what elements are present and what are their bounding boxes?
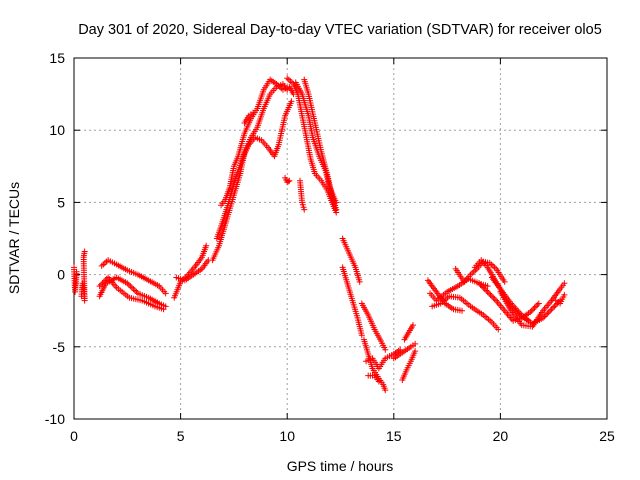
y-tick-label: 10 — [49, 122, 65, 138]
data-point — [469, 270, 476, 277]
data-point — [98, 281, 105, 288]
data-point — [160, 306, 167, 313]
data-point — [487, 291, 494, 298]
data-point — [527, 309, 534, 316]
axis-ticks — [73, 57, 608, 420]
data-point — [128, 284, 135, 291]
data-point — [99, 280, 106, 287]
x-tick-label: 15 — [386, 428, 402, 444]
data-point — [545, 309, 552, 316]
x-tick-label: 10 — [279, 428, 295, 444]
data-point — [531, 304, 538, 311]
y-tick-label: 5 — [57, 194, 65, 210]
data-point — [491, 296, 498, 303]
x-tick-label: 25 — [599, 428, 615, 444]
data-point — [102, 277, 109, 284]
data-point — [81, 248, 88, 255]
data-point — [486, 290, 493, 297]
data-point — [490, 294, 497, 301]
data-point — [501, 278, 508, 285]
x-tick-label: 20 — [493, 428, 509, 444]
data-point — [375, 378, 382, 385]
x-tick-labels: 0 5 10 15 20 25 — [70, 428, 615, 444]
data-point — [250, 109, 257, 116]
x-tick-label: 5 — [177, 428, 185, 444]
data-point — [532, 303, 539, 310]
data-point — [561, 280, 568, 287]
data-point — [472, 267, 479, 274]
data-point — [561, 291, 568, 298]
data-point — [203, 242, 210, 249]
data-point — [285, 178, 292, 185]
data-point — [476, 280, 483, 287]
data-point — [542, 312, 549, 319]
data-point — [288, 98, 295, 105]
y-tick-label: -10 — [45, 411, 65, 427]
data-point — [544, 310, 551, 317]
data-point — [459, 307, 466, 314]
data-point — [382, 346, 389, 353]
data-point — [484, 288, 491, 295]
data-point — [528, 307, 535, 314]
data-point — [484, 283, 491, 290]
x-tick-label: 0 — [70, 428, 78, 444]
data-point — [382, 387, 389, 394]
chart-title: Day 301 of 2020, Sidereal Day-to-day VTE… — [78, 22, 602, 38]
data-point — [551, 303, 558, 310]
data-point — [491, 264, 498, 271]
data-point — [488, 293, 495, 300]
data-point — [127, 283, 134, 290]
data-point — [489, 262, 496, 269]
data-points — [71, 75, 568, 394]
data-point — [356, 278, 363, 285]
y-tick-label: 0 — [57, 267, 65, 283]
data-point — [131, 287, 138, 294]
data-point — [409, 322, 416, 329]
data-point — [96, 283, 103, 290]
data-point — [286, 177, 293, 184]
data-point — [285, 76, 292, 83]
data-point — [100, 278, 107, 285]
data-point — [495, 326, 502, 333]
data-point — [483, 287, 490, 294]
data-point — [333, 206, 340, 213]
data-point — [130, 286, 137, 293]
data-point — [101, 260, 108, 267]
data-point — [478, 283, 485, 290]
data-point — [547, 307, 554, 314]
data-point — [548, 306, 555, 313]
data-point — [530, 306, 537, 313]
data-point — [480, 284, 487, 291]
data-point — [100, 261, 107, 268]
y-axis-label: SDTVAR / TECUs — [6, 182, 22, 294]
data-point — [477, 281, 484, 288]
data-point — [358, 332, 365, 339]
data-point — [412, 340, 419, 347]
data-point — [535, 300, 542, 307]
data-point — [534, 301, 541, 308]
data-point — [481, 286, 488, 293]
data-point — [301, 206, 308, 213]
data-point — [287, 78, 294, 85]
y-tick-label: -5 — [53, 339, 66, 355]
data-point — [73, 268, 80, 275]
data-point — [98, 262, 105, 269]
data-point — [284, 75, 291, 82]
data-point — [470, 268, 477, 275]
y-tick-label: 15 — [49, 50, 65, 66]
x-axis-label: GPS time / hours — [287, 458, 394, 474]
data-point — [412, 348, 419, 355]
data-point — [549, 304, 556, 311]
data-point — [162, 290, 169, 297]
y-tick-labels: -10 -5 0 5 10 15 — [45, 50, 65, 427]
plot-frame — [73, 57, 608, 420]
